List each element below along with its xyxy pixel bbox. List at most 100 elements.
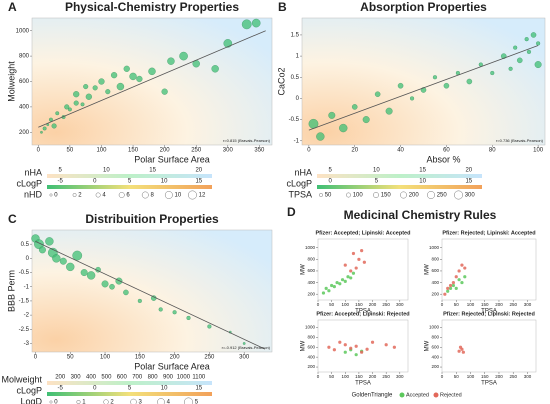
plot-background xyxy=(441,238,537,301)
legend-tick-label: 0 xyxy=(329,179,333,185)
x-tick-label: 300 xyxy=(396,374,404,379)
legend-tick-label: 5 xyxy=(128,386,132,392)
data-point xyxy=(340,278,345,282)
data-point xyxy=(362,260,366,264)
data-point xyxy=(351,104,358,110)
x-tick-label: 150 xyxy=(135,355,146,361)
legend-label: Molweight xyxy=(1,374,42,384)
data-point xyxy=(536,41,541,46)
data-point xyxy=(526,49,532,54)
legend-size xyxy=(130,398,137,404)
legend-size xyxy=(184,397,193,404)
data-point xyxy=(461,350,465,354)
panel-label: C xyxy=(8,212,17,226)
y-axis-label: MW xyxy=(425,264,431,275)
data-point xyxy=(59,257,67,265)
trend-line xyxy=(38,30,266,128)
data-point xyxy=(85,93,92,100)
data-point xyxy=(460,347,464,351)
data-point xyxy=(137,298,142,303)
color-bar xyxy=(47,174,212,178)
plot-background xyxy=(317,238,409,301)
legend-title: GoldenTriangle xyxy=(352,393,393,399)
y-tick-label: 600 xyxy=(19,79,30,85)
data-point xyxy=(38,246,46,254)
data-point xyxy=(457,278,461,282)
x-tick-label: 50 xyxy=(454,302,460,307)
data-point xyxy=(343,263,347,267)
data-point xyxy=(432,75,438,80)
legend-tick-label: 600 xyxy=(117,375,128,381)
y-tick-label: 400 xyxy=(431,354,439,359)
data-point xyxy=(136,75,143,83)
data-point xyxy=(45,237,54,246)
legend-size xyxy=(454,190,463,200)
data-point xyxy=(207,324,212,329)
y-tick-label: -2 xyxy=(24,313,30,319)
x-tick-label: 100 xyxy=(96,148,107,154)
data-point xyxy=(242,342,246,345)
data-point xyxy=(513,45,518,50)
y-tick-label: 600 xyxy=(431,268,439,273)
legend-tick-label: 10 xyxy=(161,386,168,392)
x-tick-label: 300 xyxy=(223,148,234,154)
x-axis-label: TPSA xyxy=(355,309,371,315)
data-point xyxy=(339,123,348,133)
legend-tick-label: 5 xyxy=(128,179,132,185)
data-point xyxy=(72,250,83,261)
y-tick-label: 1 xyxy=(296,54,300,60)
data-point xyxy=(332,285,336,289)
legend-tick-label: 1100 xyxy=(192,375,206,381)
data-point xyxy=(179,51,188,61)
x-tick-label: 0 xyxy=(37,148,41,154)
y-tick-label: 800 xyxy=(307,257,315,262)
data-point xyxy=(251,18,261,28)
x-axis-label: TPSA xyxy=(355,381,371,387)
legend-size-label: 8 xyxy=(150,193,154,199)
data-point xyxy=(524,37,529,42)
data-point xyxy=(116,82,125,91)
data-point xyxy=(451,283,455,288)
data-point xyxy=(349,269,353,273)
x-axis-label: Polar Surface Area xyxy=(134,361,210,371)
legend-size-label: 10 xyxy=(175,193,182,199)
y-tick-label: -3 xyxy=(24,341,30,347)
trend-line xyxy=(308,45,539,131)
data-point xyxy=(51,123,57,129)
panel-label: B xyxy=(278,0,287,14)
x-tick-label: 100 xyxy=(533,148,544,154)
y-axis-label: CaCo2 xyxy=(276,67,286,95)
legend-swatch xyxy=(433,392,439,398)
legend-tick-label: 300 xyxy=(71,375,82,381)
y-tick-label: -0.5 xyxy=(289,117,300,123)
x-tick-label: 250 xyxy=(509,374,517,379)
y-tick-label: 200 xyxy=(307,291,315,296)
data-point xyxy=(384,343,388,347)
annotation: r=0.736 (Bravais-Pearson) xyxy=(496,138,544,143)
data-point xyxy=(443,82,450,89)
y-tick-label: 0 xyxy=(296,96,300,102)
data-point xyxy=(385,107,393,115)
legend-label: cLogP xyxy=(16,385,42,395)
data-point xyxy=(360,249,364,253)
data-point xyxy=(351,271,356,275)
data-point xyxy=(115,277,123,285)
legend-size xyxy=(76,399,81,404)
x-tick-label: 40 xyxy=(397,148,404,154)
legend-size-label: 150 xyxy=(381,193,392,199)
color-bar xyxy=(317,185,482,189)
legend-tick-label: 5 xyxy=(375,179,379,185)
legend-tick-label: 1000 xyxy=(177,375,191,381)
y-tick-label: -1.5 xyxy=(19,299,30,305)
data-point xyxy=(105,89,111,95)
legend-tick-label: 700 xyxy=(132,375,143,381)
data-point xyxy=(64,104,70,110)
data-point xyxy=(349,346,353,350)
y-axis-label: MW xyxy=(425,340,431,351)
data-point xyxy=(321,291,326,295)
y-tick-label: 400 xyxy=(431,280,439,285)
legend-size xyxy=(427,191,435,199)
data-point xyxy=(362,116,370,124)
data-point xyxy=(109,283,115,290)
data-point xyxy=(397,82,404,89)
